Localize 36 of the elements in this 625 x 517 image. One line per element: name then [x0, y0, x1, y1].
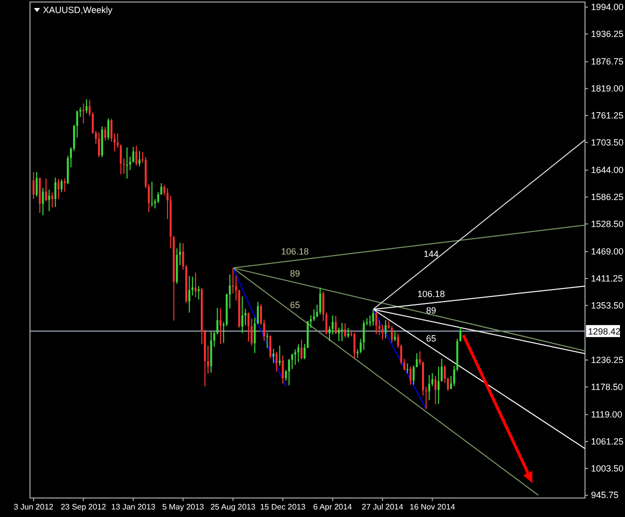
annotation: 106.18 — [417, 289, 445, 300]
y-tick-label: 945.75 — [591, 490, 619, 500]
y-tick-label: 1469.00 — [591, 246, 624, 257]
y-tick-label: 1876.75 — [591, 56, 624, 67]
y-tick-label: 1644.00 — [591, 165, 624, 176]
x-tick-label: 27 Jul 2014 — [362, 502, 404, 512]
y-tick-label: 1586.25 — [591, 192, 624, 202]
x-tick-label: 25 Aug 2013 — [210, 502, 256, 512]
annotation: 144 — [424, 248, 439, 259]
y-tick-label: 1936.25 — [591, 28, 624, 39]
x-tick-label: 6 Apr 2014 — [313, 502, 353, 512]
x-tick-label: 23 Sep 2012 — [60, 502, 107, 512]
y-tick-label: 1528.50 — [591, 218, 624, 229]
x-tick-label: 13 Jan 2013 — [111, 502, 156, 512]
y-tick-label: 1119.00 — [591, 410, 622, 420]
x-tick-label: 3 Jun 2012 — [14, 502, 54, 512]
y-tick-label: 1061.25 — [591, 436, 624, 446]
annotation: 89 — [290, 268, 300, 279]
ref-line-label: 1298.42 — [588, 326, 621, 337]
y-tick-label: 1994.00 — [591, 2, 624, 12]
annotation: 106.18 — [281, 246, 309, 256]
annotation: 65 — [290, 300, 300, 310]
y-tick-label: 1411.25 — [591, 273, 623, 284]
y-tick-label: 1819.00 — [591, 84, 624, 94]
y-tick-label: 1178.50 — [591, 382, 623, 392]
annotation: 65 — [426, 334, 436, 344]
y-tick-label: 1003.50 — [591, 463, 624, 474]
y-tick-label: 1761.25 — [591, 110, 624, 120]
y-tick-label: 1236.25 — [591, 354, 624, 365]
x-tick-label: 5 May 2013 — [162, 502, 205, 512]
y-tick-label: 1353.50 — [591, 300, 624, 310]
x-tick-label: 16 Nov 2014 — [410, 502, 456, 512]
y-tick-label: 1703.50 — [591, 137, 624, 148]
x-tick-label: 15 Dec 2013 — [260, 502, 306, 512]
annotation: 89 — [426, 305, 436, 316]
chart-title: XAUUSD,Weekly — [43, 5, 113, 15]
